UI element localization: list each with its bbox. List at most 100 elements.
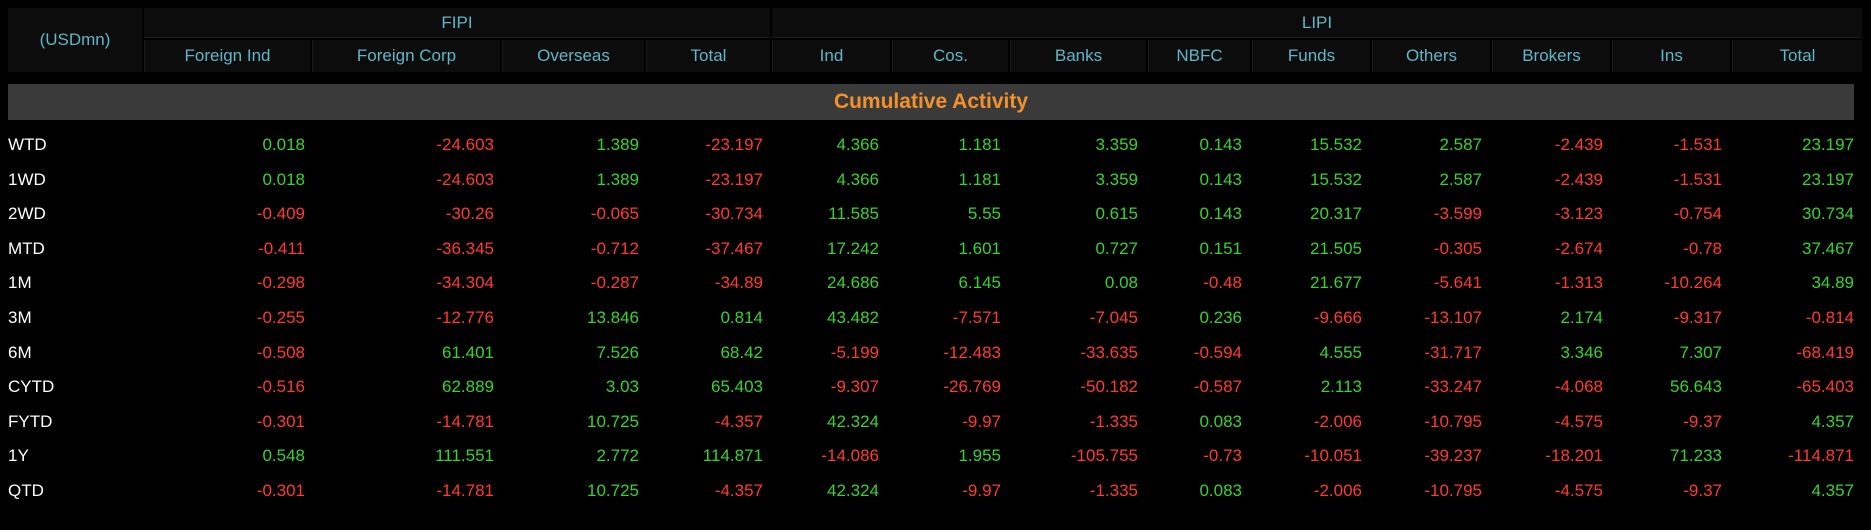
cell-overseas: 2.772 [596,446,639,466]
cell-foreign-ind: 0.018 [262,135,305,154]
group-separator [770,8,772,72]
cell-ins: -0.78 [1683,238,1722,258]
cell-ins: 7.307 [1679,342,1722,362]
cell-foreign-corp: 111.551 [435,446,494,466]
cell-overseas: -0.065 [590,204,639,224]
cell-lipi-total: 23.197 [1802,169,1854,189]
cell-overseas: 10.725 [587,481,639,500]
cell-others: -3.599 [1433,204,1482,224]
cell-foreign-corp: -34.304 [436,273,494,293]
column-header-foreign-ind[interactable]: Foreign Ind [144,40,310,72]
cell-brokers: 2.174 [1560,308,1603,327]
cell-overseas: 1.389 [596,169,639,189]
column-header-foreign-corp[interactable]: Foreign Corp [312,40,500,72]
cell-lipi-total: -0.814 [1805,308,1854,327]
cell-cos: 1.181 [958,169,1001,189]
column-header-others[interactable]: Others [1372,40,1490,72]
cell-banks: 0.615 [1095,204,1138,224]
cell-brokers: -1.313 [1554,273,1603,293]
cell-ind: 24.686 [827,273,879,293]
cell-others: -0.305 [1433,238,1482,258]
column-header-ins[interactable]: Ins [1612,40,1730,72]
cell-others: -10.795 [1424,481,1482,500]
row-label: WTD [8,135,47,154]
cell-nbfc: 0.143 [1199,204,1242,224]
cell-fipi-total: 114.871 [702,446,763,466]
cell-brokers: -3.123 [1554,204,1603,224]
group-separator [142,8,144,72]
group-header-fipi: FIPI [144,8,770,38]
row-label: 1WD [8,169,46,189]
column-header-overseas[interactable]: Overseas [502,40,644,72]
column-header-ind[interactable]: Ind [772,40,890,72]
cell-brokers: -4.575 [1554,481,1603,500]
column-header-banks[interactable]: Banks [1010,40,1146,72]
cell-banks: -105.755 [1070,446,1138,466]
cell-cos: 6.145 [958,273,1001,293]
row-label: 6M [8,342,32,362]
cell-nbfc: 0.151 [1199,238,1242,258]
table-row: QTD -0.301 -14.781 10.725 -4.357 42.324 -9.97 -… [0,474,1871,508]
cell-cos: -9.97 [962,411,1001,431]
cell-cos: 1.955 [958,446,1001,466]
cell-cos: -9.97 [962,481,1001,500]
cell-banks: -33.635 [1080,342,1138,362]
cell-foreign-ind: -0.298 [256,273,305,293]
cell-foreign-ind: -0.301 [256,481,305,500]
column-header-brokers[interactable]: Brokers [1492,40,1610,72]
cell-lipi-total: 30.734 [1802,204,1854,224]
cell-fipi-total: -23.197 [705,135,763,154]
cell-banks: -7.045 [1089,308,1138,327]
cell-brokers: -4.575 [1554,411,1603,431]
cell-lipi-total: 4.357 [1811,411,1854,431]
cell-overseas: 7.526 [596,342,639,362]
cell-foreign-corp: -30.26 [445,204,494,224]
cell-banks: 0.08 [1104,273,1138,293]
cell-funds: 20.317 [1310,204,1362,224]
table-row: 1M -0.298 -34.304 -0.287 -34.89 24.686 6.145 0.… [0,266,1871,300]
column-header-fipi-total[interactable]: Total [646,40,770,72]
cell-foreign-ind: -0.516 [256,377,305,397]
cell-ind: 42.324 [827,481,879,500]
cell-banks: -1.335 [1089,411,1138,431]
cell-banks: 3.359 [1095,169,1138,189]
cell-nbfc: 0.083 [1199,481,1242,500]
cell-lipi-total: 34.89 [1811,273,1854,293]
cell-overseas: 13.846 [587,308,639,327]
cell-ind: 17.242 [827,238,879,258]
cell-others: 2.587 [1439,169,1482,189]
column-header-lipi-total[interactable]: Total [1732,40,1862,72]
column-header-nbfc[interactable]: NBFC [1148,40,1250,72]
cell-foreign-ind: -0.411 [258,238,305,258]
row-label: QTD [8,481,44,500]
cell-ind: 43.482 [827,308,879,327]
cell-lipi-total: -68.419 [1796,342,1854,362]
table-row: 1WD 0.018 -24.603 1.389 -23.197 4.366 1.181 3.3… [0,163,1871,197]
column-header-cos[interactable]: Cos. [892,40,1008,72]
cell-nbfc: 0.143 [1199,135,1242,154]
table-row: 6M -0.508 61.401 7.526 68.42 -5.199 -12.483 -33… [0,336,1871,370]
cell-banks: 3.359 [1095,135,1138,154]
cell-nbfc: 0.236 [1199,308,1242,327]
row-label: MTD [8,238,45,258]
cell-lipi-total: 4.357 [1811,481,1854,500]
table-row: CYTD -0.516 62.889 3.03 65.403 -9.307 -26.769 -… [0,370,1871,404]
cell-overseas: -0.287 [590,273,639,293]
cell-ins: -9.37 [1683,481,1722,500]
cell-foreign-ind: -0.409 [256,204,305,224]
cell-nbfc: 0.143 [1199,169,1242,189]
cell-cos: -12.483 [943,342,1001,362]
cell-funds: 15.532 [1310,169,1362,189]
cell-foreign-corp: 62.889 [442,377,494,397]
cell-lipi-total: -65.403 [1796,377,1854,397]
row-label: FYTD [8,411,53,431]
cell-ins: -1.531 [1673,169,1722,189]
table-row: MTD -0.411 -36.345 -0.712 -37.467 17.242 1.601… [0,232,1871,266]
column-header-funds[interactable]: Funds [1252,40,1370,72]
cell-cos: 1.601 [958,238,1001,258]
section-banner: Cumulative Activity [8,84,1854,120]
cell-brokers: -2.439 [1554,169,1603,189]
cell-ind: 42.324 [827,411,879,431]
cell-nbfc: -0.48 [1203,273,1242,293]
